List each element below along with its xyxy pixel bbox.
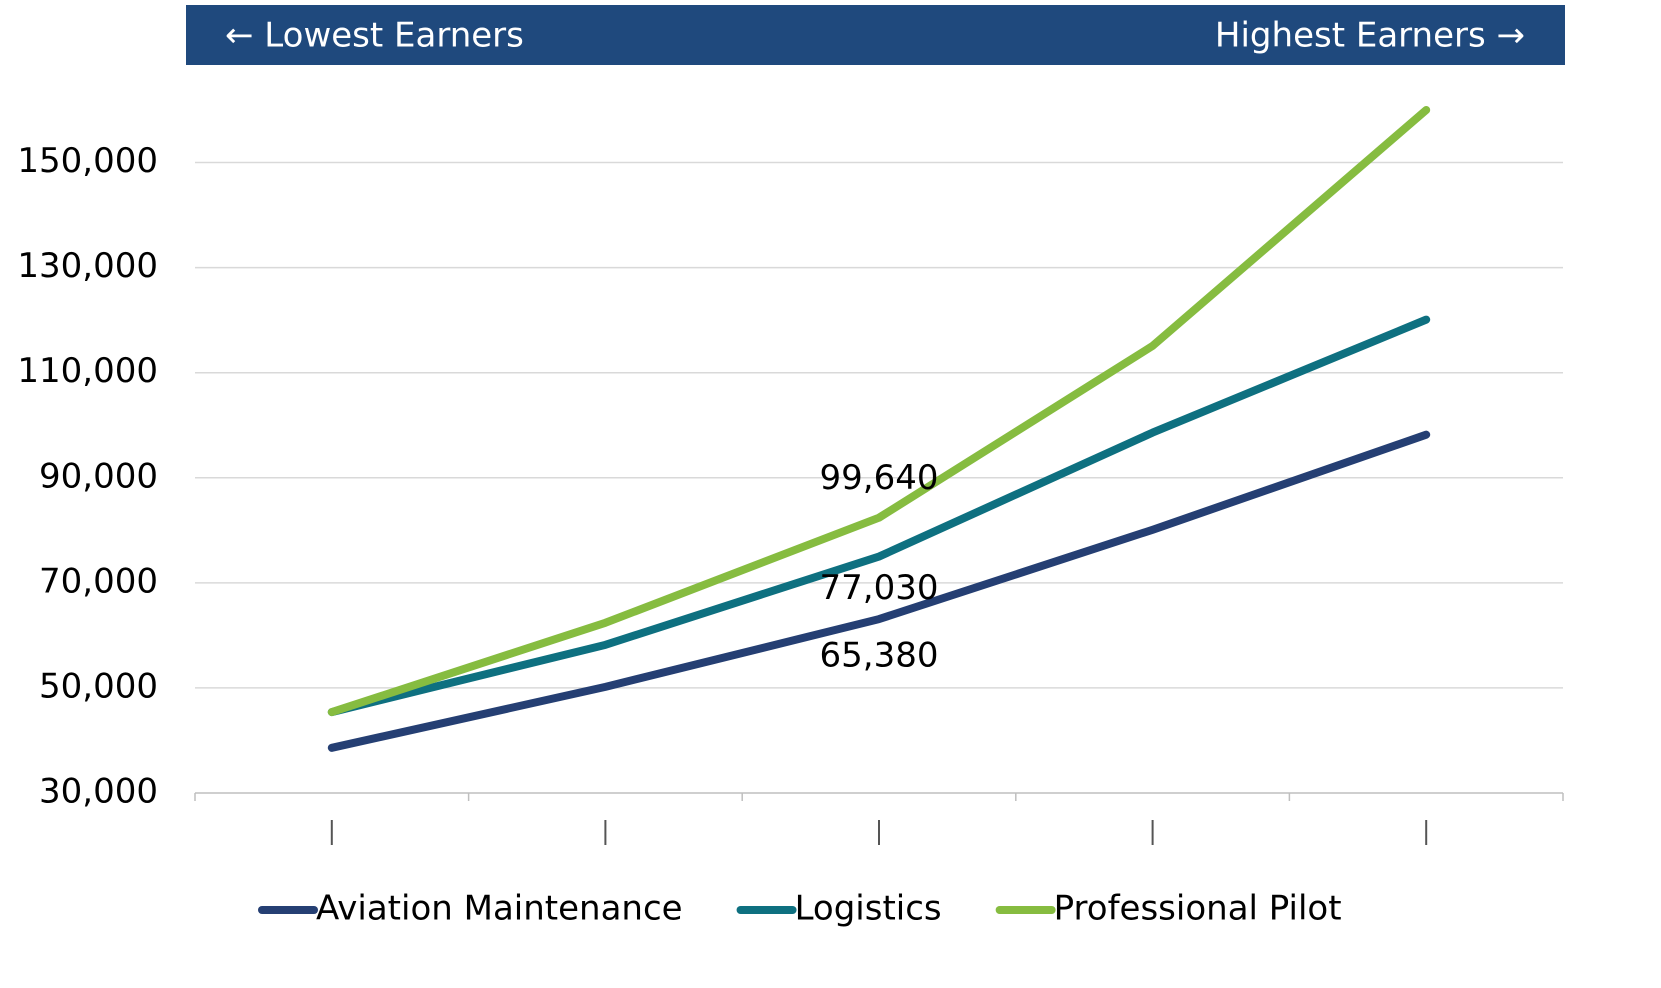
annotation: 99,640 (820, 458, 939, 498)
y-tick-label: 30,000 (39, 772, 158, 812)
annotation: 77,030 (820, 568, 939, 608)
legend-label: Professional Pilot (1054, 889, 1342, 929)
y-tick-label: 110,000 (17, 351, 158, 391)
series-line (327, 430, 1431, 752)
y-tick-label: 70,000 (39, 561, 158, 601)
legend-label: Aviation Maintenance (316, 889, 683, 929)
legend-label: Logistics (795, 889, 942, 929)
header-right: Highest Earners → (1215, 16, 1525, 56)
series-line (327, 315, 1431, 717)
series-line (327, 106, 1431, 717)
header-bar (186, 5, 1565, 65)
y-tick-label: 150,000 (17, 141, 158, 181)
y-tick-label: 50,000 (39, 666, 158, 706)
y-tick-label: 130,000 (17, 246, 158, 286)
y-tick-label: 90,000 (39, 456, 158, 496)
header-left: ← Lowest Earners (225, 16, 524, 56)
annotation: 65,380 (820, 636, 939, 676)
